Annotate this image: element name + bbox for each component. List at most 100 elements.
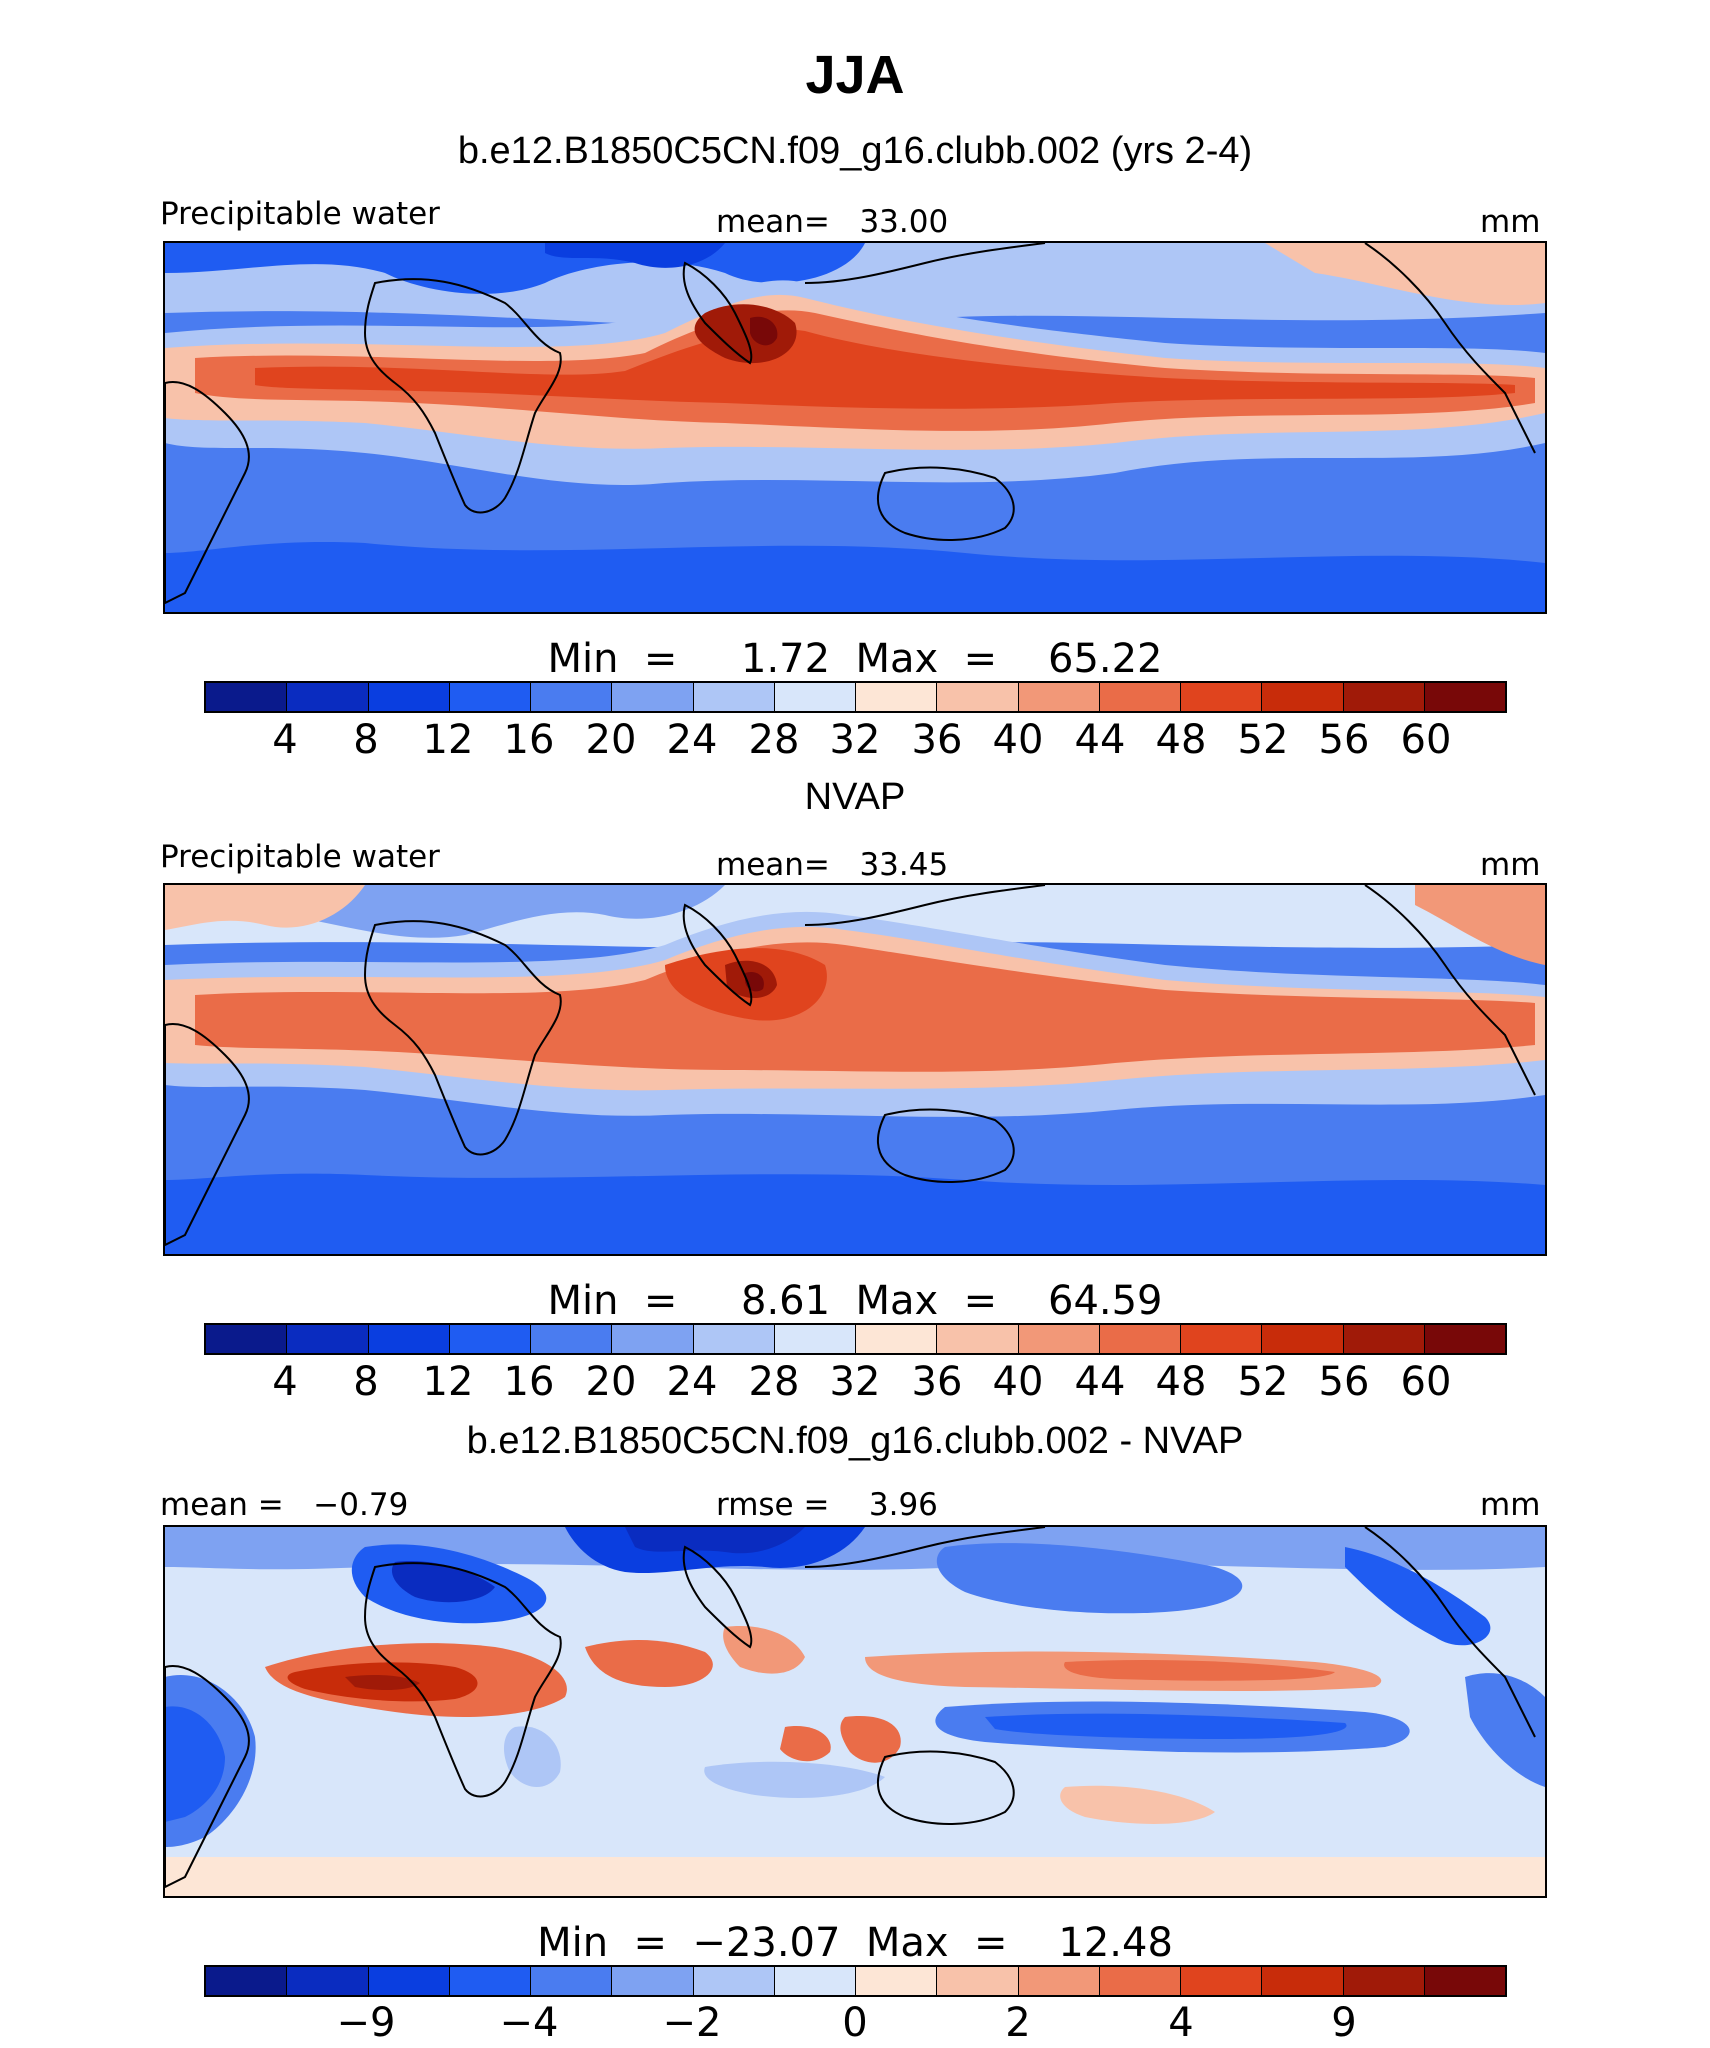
figure-title: JJA <box>805 45 905 105</box>
colorbar-swatch <box>368 683 450 711</box>
colorbar-swatch <box>1424 1967 1505 1995</box>
colorbar-tick-label: 32 <box>829 717 881 763</box>
colorbar-swatch <box>531 1325 613 1353</box>
panel3-mean-label: mean = −0.79 <box>160 1487 409 1523</box>
colorbar-swatch <box>1181 1967 1263 1995</box>
colorbar-swatch <box>449 683 531 711</box>
panel1-mean-label: mean= 33.00 <box>716 204 949 240</box>
colorbar-tick-label: 8 <box>353 717 379 763</box>
colorbar-swatch <box>287 1967 369 1995</box>
panel2-case-title: NVAP <box>804 776 906 818</box>
colorbar-swatch <box>1424 683 1505 711</box>
panel2-colorbar <box>204 1323 1507 1355</box>
colorbar-swatch <box>368 1325 450 1353</box>
colorbar-tick-label: 4 <box>272 717 298 763</box>
panel3-minmax: Min = −23.07 Max = 12.48 <box>537 1920 1173 1966</box>
colorbar-swatch <box>612 683 694 711</box>
colorbar-tick-label: 32 <box>829 1359 881 1405</box>
colorbar-swatch <box>531 1967 613 1995</box>
colorbar-tick-label: 20 <box>585 717 637 763</box>
panel3-case-title: b.e12.B1850C5CN.f09_g16.clubb.002 - NVAP <box>466 1420 1244 1462</box>
colorbar-swatch <box>1343 1967 1425 1995</box>
colorbar-tick-label: 16 <box>503 1359 555 1405</box>
colorbar-swatch <box>1262 1967 1344 1995</box>
colorbar-tick-label: 20 <box>585 1359 637 1405</box>
colorbar-tick-label: 52 <box>1237 1359 1289 1405</box>
colorbar-swatch <box>1424 1325 1505 1353</box>
colorbar-tick-label: −4 <box>499 2000 559 2046</box>
colorbar-swatch <box>449 1967 531 1995</box>
colorbar-tick-label: 36 <box>911 717 963 763</box>
colorbar-tick-label: 12 <box>422 717 474 763</box>
colorbar-swatch <box>693 1325 775 1353</box>
colorbar-tick-label: 56 <box>1318 1359 1370 1405</box>
colorbar-swatch <box>774 683 856 711</box>
colorbar-tick-label: −2 <box>662 2000 722 2046</box>
panel1-case-title: b.e12.B1850C5CN.f09_g16.clubb.002 (yrs 2… <box>457 130 1253 172</box>
panel1-map <box>163 241 1547 614</box>
panel3-units-label: mm <box>1480 1487 1541 1523</box>
colorbar-swatch <box>1343 683 1425 711</box>
colorbar-swatch <box>1018 1325 1100 1353</box>
panel2-left-label: Precipitable water <box>160 839 440 875</box>
colorbar-tick-label: 12 <box>422 1359 474 1405</box>
panel1-colorbar <box>204 681 1507 713</box>
colorbar-swatch <box>1262 1325 1344 1353</box>
colorbar-swatch <box>774 1967 856 1995</box>
colorbar-swatch <box>206 683 288 711</box>
colorbar-swatch <box>856 683 938 711</box>
panel1-minmax: Min = 1.72 Max = 65.22 <box>547 636 1163 682</box>
colorbar-tick-label: 0 <box>842 2000 868 2046</box>
colorbar-tick-label: 4 <box>1168 2000 1194 2046</box>
colorbar-tick-label: 44 <box>1074 717 1126 763</box>
colorbar-swatch <box>287 683 369 711</box>
panel3-rmse-label: rmse = 3.96 <box>716 1487 938 1523</box>
colorbar-swatch <box>287 1325 369 1353</box>
colorbar-swatch <box>1099 683 1181 711</box>
colorbar-swatch <box>937 683 1019 711</box>
colorbar-swatch <box>856 1967 938 1995</box>
panel2-mean-label: mean= 33.45 <box>716 847 949 883</box>
colorbar-swatch <box>1018 1967 1100 1995</box>
colorbar-tick-label: 40 <box>992 717 1044 763</box>
colorbar-tick-label: 36 <box>911 1359 963 1405</box>
panel2-minmax: Min = 8.61 Max = 64.59 <box>547 1278 1163 1324</box>
colorbar-tick-label: 9 <box>1331 2000 1357 2046</box>
colorbar-swatch <box>1181 1325 1263 1353</box>
panel2-map <box>163 883 1547 1256</box>
panel1-left-label: Precipitable water <box>160 196 440 232</box>
panel1-units-label: mm <box>1480 204 1541 240</box>
colorbar-swatch <box>856 1325 938 1353</box>
panel3-map <box>163 1525 1547 1898</box>
colorbar-swatch <box>368 1967 450 1995</box>
colorbar-swatch <box>774 1325 856 1353</box>
colorbar-swatch <box>206 1325 288 1353</box>
colorbar-swatch <box>206 1967 288 1995</box>
colorbar-tick-label: 40 <box>992 1359 1044 1405</box>
colorbar-swatch <box>1181 683 1263 711</box>
colorbar-swatch <box>1343 1325 1425 1353</box>
colorbar-tick-label: 4 <box>272 1359 298 1405</box>
colorbar-tick-label: 60 <box>1400 717 1452 763</box>
colorbar-swatch <box>612 1325 694 1353</box>
colorbar-swatch <box>1099 1967 1181 1995</box>
colorbar-swatch <box>937 1325 1019 1353</box>
colorbar-swatch <box>612 1967 694 1995</box>
colorbar-swatch <box>1018 683 1100 711</box>
colorbar-tick-label: 24 <box>666 1359 718 1405</box>
colorbar-tick-label: 60 <box>1400 1359 1452 1405</box>
colorbar-tick-label: 8 <box>353 1359 379 1405</box>
colorbar-tick-label: 48 <box>1155 1359 1207 1405</box>
colorbar-tick-label: 28 <box>748 1359 800 1405</box>
panel2-units-label: mm <box>1480 847 1541 883</box>
colorbar-swatch <box>531 683 613 711</box>
colorbar-tick-label: 2 <box>1005 2000 1031 2046</box>
colorbar-tick-label: 44 <box>1074 1359 1126 1405</box>
colorbar-swatch <box>937 1967 1019 1995</box>
colorbar-swatch <box>1099 1325 1181 1353</box>
colorbar-tick-label: −9 <box>336 2000 396 2046</box>
colorbar-tick-label: 52 <box>1237 717 1289 763</box>
panel3-colorbar <box>204 1965 1507 1997</box>
colorbar-tick-label: 28 <box>748 717 800 763</box>
colorbar-swatch <box>449 1325 531 1353</box>
